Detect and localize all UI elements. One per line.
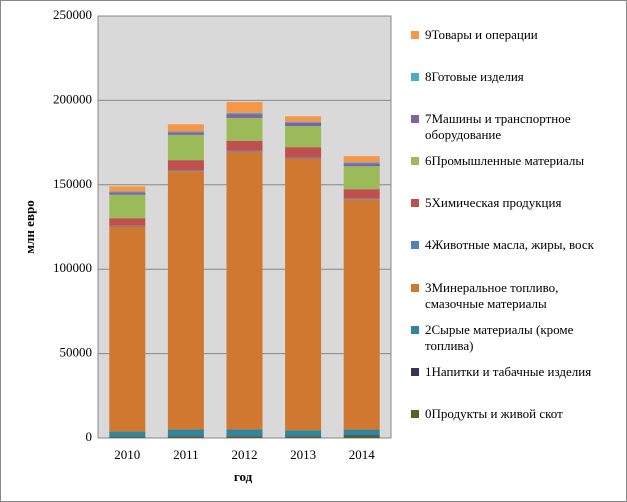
legend-swatch <box>411 73 419 81</box>
legend-item: 4Животные масла, жиры, воск <box>411 237 616 253</box>
bar-segment <box>285 121 322 123</box>
legend-item: 5Химическая продукция <box>411 195 616 211</box>
bar-segment <box>109 191 146 193</box>
legend-item: 2Сырые материалы (кроме топлива) <box>411 322 616 354</box>
bar-segment <box>109 192 146 195</box>
y-tick-label: 250000 <box>53 7 92 22</box>
legend-label: 9Товары и операции <box>425 27 538 42</box>
bar-segment <box>343 199 380 430</box>
x-tick-label: 2010 <box>114 447 140 462</box>
legend-swatch <box>411 368 419 376</box>
bar-segment <box>167 436 204 437</box>
bar-segment <box>167 131 204 133</box>
bar-segment <box>285 157 322 159</box>
bar-segment <box>285 158 322 431</box>
bar-segment <box>226 112 263 115</box>
legend-item: 1Напитки и табачные изделия <box>411 364 616 380</box>
legend-item: 7Машины и транспортное оборудование <box>411 111 616 143</box>
legend-label: 6Промышленные материалы <box>425 153 585 168</box>
bar-segment <box>343 162 380 164</box>
x-tick-label: 2013 <box>290 447 316 462</box>
bar-segment <box>285 436 322 437</box>
y-tick-label: 0 <box>86 429 93 444</box>
legend-swatch <box>411 284 419 292</box>
bar-segment <box>226 150 263 152</box>
bar-segment <box>343 156 380 163</box>
bar-segment <box>167 436 204 438</box>
y-axis-label: млн евро <box>22 200 37 253</box>
y-tick-label: 50000 <box>60 345 93 360</box>
bar-segment <box>343 435 380 436</box>
bar-segment <box>285 116 322 122</box>
bar-segment <box>167 134 204 161</box>
legend-label: 0Продукты и живой скот <box>425 406 563 421</box>
y-tick-label: 200000 <box>53 91 92 106</box>
bar-segment <box>226 151 263 430</box>
legend-label: 2Сырые материалы (кроме топлива) <box>425 322 574 353</box>
bar-segment <box>343 198 380 200</box>
bar-segment <box>109 226 146 432</box>
x-tick-label: 2011 <box>173 447 199 462</box>
x-tick-label: 2012 <box>232 447 258 462</box>
bar-segment <box>109 194 146 219</box>
bar-segment <box>285 122 322 127</box>
bar-segment <box>343 435 380 438</box>
bar-segment <box>109 186 146 192</box>
bar-segment <box>285 126 322 148</box>
legend-item: 8Готовые изделия <box>411 69 616 85</box>
legend-item: 9Товары и операции <box>411 27 616 43</box>
legend-item: 6Промышленные материалы <box>411 153 616 169</box>
bar-segment <box>109 225 146 227</box>
bar-segment <box>167 429 204 437</box>
bar-segment <box>167 160 204 171</box>
legend-swatch <box>411 410 419 418</box>
bar-segment <box>167 124 204 132</box>
bar-segment <box>285 430 322 437</box>
legend-swatch <box>411 326 419 334</box>
legend-item: 0Продукты и живой скот <box>411 406 616 422</box>
bar-segment <box>226 101 263 113</box>
legend-swatch <box>411 241 419 249</box>
legend-label: 5Химическая продукция <box>425 195 562 210</box>
legend-label: 4Животные масла, жиры, воск <box>425 237 594 252</box>
bar-segment <box>285 436 322 438</box>
bar-segment <box>226 429 263 437</box>
bar-segment <box>343 163 380 167</box>
bar-segment <box>343 189 380 199</box>
bar-segment <box>343 166 380 190</box>
legend-label: 1Напитки и табачные изделия <box>425 364 592 379</box>
bar-segment <box>109 431 146 437</box>
legend-label: 8Готовые изделия <box>425 69 524 84</box>
y-tick-label: 100000 <box>53 260 92 275</box>
x-axis-label: год <box>234 469 253 484</box>
bar-segment <box>226 140 263 151</box>
bar-segment <box>226 114 263 118</box>
bar-segment <box>167 170 204 172</box>
bar-segment <box>285 147 322 158</box>
bar-segment <box>167 132 204 135</box>
bar-segment <box>343 429 380 436</box>
legend-label: 7Машины и транспортное оборудование <box>425 111 571 142</box>
x-tick-label: 2014 <box>349 447 376 462</box>
legend-swatch <box>411 199 419 207</box>
bar-segment <box>109 218 146 226</box>
bar-segment <box>226 436 263 437</box>
bar-segment <box>226 436 263 438</box>
legend-swatch <box>411 115 419 123</box>
bar-segment <box>226 117 263 141</box>
legend-item: 3Минеральное топливо, смазочные материал… <box>411 280 616 312</box>
bar-segment <box>167 171 204 430</box>
legend-swatch <box>411 31 419 39</box>
legend-swatch <box>411 157 419 165</box>
y-tick-label: 150000 <box>53 176 92 191</box>
bar-segment <box>109 437 146 438</box>
bar-segment <box>109 436 146 438</box>
legend-label: 3Минеральное топливо, смазочные материал… <box>425 280 559 311</box>
